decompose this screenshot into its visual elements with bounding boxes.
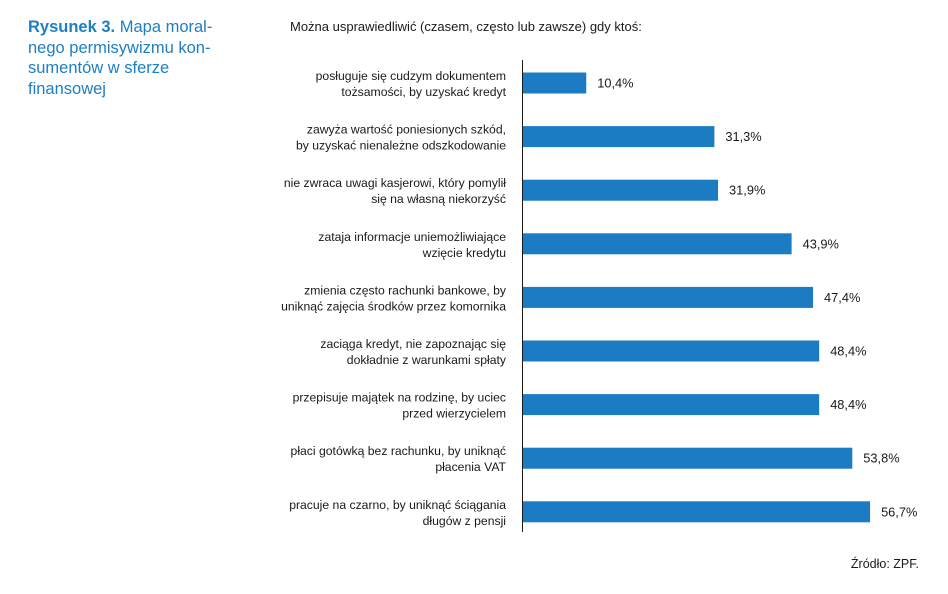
category-label-9: pracuje na czarno, by uniknąć ściągania d… (289, 498, 506, 528)
figure-caption: Rysunek 3. Mapa moral- nego permisywizmu… (28, 17, 248, 99)
bar-4 (522, 233, 792, 255)
category-label-8-line-2: płacenia VAT (435, 460, 506, 474)
category-label-1: posługuje się cudzym dokumentem tożsamośc… (316, 69, 507, 99)
caption-line-1: Mapa moral- (119, 18, 213, 36)
caption-line-3: sumentów w sferze (28, 59, 170, 77)
bar-5 (522, 286, 814, 308)
category-label-5-line-2: uniknąć zajęcia środków przez komornika (281, 299, 506, 313)
category-label-6-line-1: zaciąga kredyt, nie zapoznając się (320, 337, 506, 351)
category-label-6-line-2: dokładnie z warunkami spłaty (347, 353, 507, 367)
value-label-1: 10,4% (597, 76, 633, 91)
value-label-9: 56,7% (881, 504, 917, 519)
category-label-4: zataja informacje uniemożliwiające wzięci… (318, 230, 506, 260)
category-label-3: nie zwraca uwagi kasjerowi, który pomyli… (284, 176, 506, 206)
bar-3 (522, 179, 719, 201)
category-labels-group: posługuje się cudzym dokumentem tożsamośc… (281, 69, 507, 528)
category-label-1-line-1: posługuje się cudzym dokumentem (316, 69, 506, 83)
category-label-1-line-2: tożsamości, by uzyskać kredyt (341, 85, 506, 99)
value-label-4: 43,9% (803, 236, 839, 251)
category-label-7-line-1: przepisuje majątek na rodzinę, by uciec (293, 391, 506, 405)
category-label-2-line-1: zawyża wartość poniesionych szkód, (307, 123, 506, 137)
source-note: Źródło: ZPF. (850, 557, 919, 571)
category-label-8: płaci gotówką bez rachunku, by uniknąć pł… (291, 444, 507, 474)
category-label-7: przepisuje majątek na rodzinę, by uciec p… (293, 391, 506, 421)
caption-line-2: nego permisywizmu kon- (28, 38, 211, 57)
bar-2 (522, 126, 715, 148)
category-label-5-line-1: zmienia często rachunki bankowe, by (304, 283, 507, 297)
bars-group (522, 72, 871, 523)
bar-9 (522, 501, 871, 523)
bar-8 (522, 447, 853, 469)
category-label-4-line-2: wzięcie kredytu (422, 246, 506, 260)
value-label-7: 48,4% (830, 397, 866, 412)
value-label-2: 31,3% (725, 129, 761, 144)
category-label-4-line-1: zataja informacje uniemożliwiające (318, 230, 506, 244)
value-label-5: 47,4% (824, 290, 860, 305)
value-label-8: 53,8% (863, 451, 899, 466)
category-label-9-line-1: pracuje na czarno, by uniknąć ściągania (289, 498, 506, 512)
figure-number: Rysunek 3. (28, 18, 116, 36)
bar-7 (522, 394, 820, 416)
category-label-2: zawyża wartość poniesionych szkód, by uzy… (296, 123, 506, 153)
category-label-3-line-2: się na własną niekorzyść (371, 192, 506, 206)
bar-1 (522, 72, 587, 94)
value-label-3: 31,9% (729, 183, 765, 198)
value-label-6: 48,4% (830, 344, 866, 359)
value-labels-group: 10,4% 31,3% 31,9% 43,9% 47,4% 48,4% 48,4% 53,8%… (597, 76, 917, 520)
category-label-5: zmienia często rachunki bankowe, by unikn… (281, 283, 507, 313)
caption-line-4: finansowej (28, 79, 106, 98)
chart-title: Można usprawiedliwić (czasem, często lub… (290, 19, 642, 34)
category-label-8-line-1: płaci gotówką bez rachunku, by uniknąć (291, 444, 506, 458)
category-label-2-line-2: by uzyskać nienależne odszkodowanie (296, 139, 506, 153)
category-label-7-line-2: przed wierzycielem (402, 407, 506, 421)
bar-6 (522, 340, 820, 362)
category-label-3-line-1: nie zwraca uwagi kasjerowi, który pomyli… (284, 176, 506, 190)
category-label-6: zaciąga kredyt, nie zapoznając się dokład… (320, 337, 507, 367)
category-label-9-line-2: długów z pensji (423, 514, 506, 528)
